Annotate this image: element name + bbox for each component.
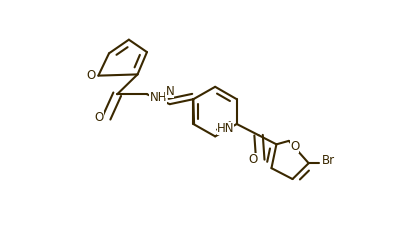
Text: HN: HN bbox=[217, 123, 234, 135]
Text: O: O bbox=[248, 154, 257, 166]
Text: O: O bbox=[94, 111, 103, 124]
Text: O: O bbox=[86, 69, 95, 82]
Text: Br: Br bbox=[321, 154, 335, 167]
Text: NH: NH bbox=[149, 92, 167, 104]
Text: N: N bbox=[165, 85, 174, 98]
Text: O: O bbox=[290, 140, 299, 153]
